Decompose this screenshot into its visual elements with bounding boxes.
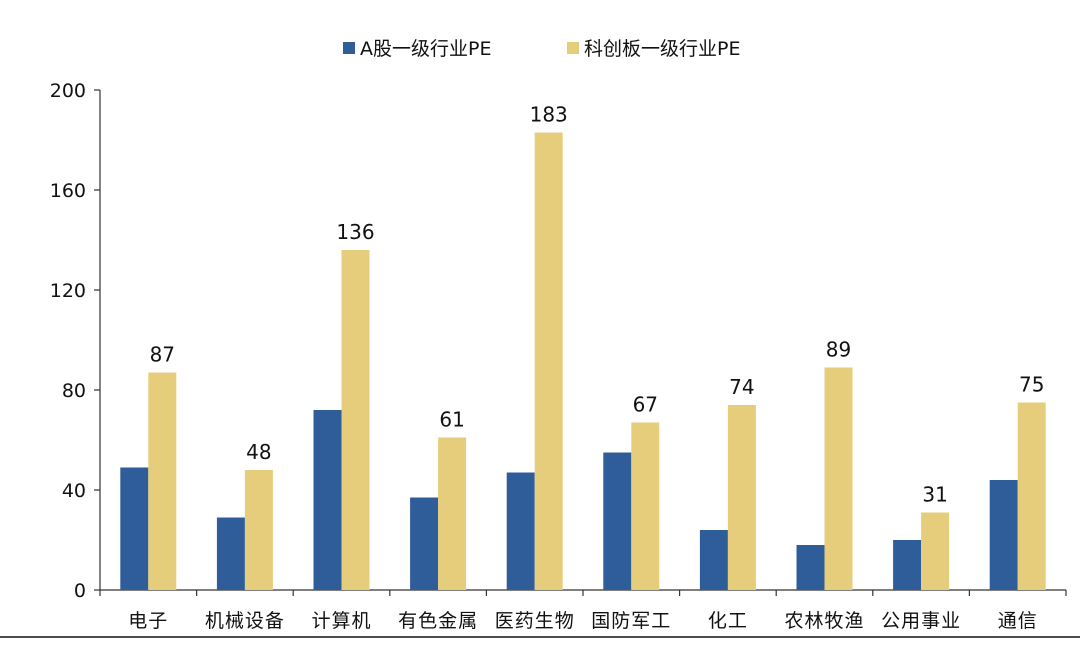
x-tick-label: 农林牧渔 — [784, 610, 864, 632]
x-tick-label: 有色金属 — [398, 610, 478, 632]
legend: A股一级行业PE 科创板一级行业PE — [343, 38, 740, 60]
data-label: 61 — [439, 408, 464, 432]
bar-star-market-6 — [727, 405, 756, 590]
legend-swatch — [567, 42, 579, 54]
x-tick-label: 国防军工 — [591, 610, 671, 632]
y-tick-label: 160 — [50, 180, 86, 202]
y-axis: 0 40 80 120 160 200 — [50, 80, 101, 602]
legend-label: 科创板一级行业PE — [584, 38, 740, 60]
bar-star-market-5 — [631, 422, 660, 590]
bar-a-share-4 — [506, 472, 535, 590]
x-tick-label: 医药生物 — [495, 610, 575, 632]
bar-a-share-7 — [796, 545, 825, 590]
data-label: 89 — [826, 338, 851, 362]
bar-star-market-1 — [244, 470, 273, 590]
legend-swatch — [343, 42, 355, 54]
y-tick-label: 200 — [50, 80, 86, 102]
x-tick-label: 公用事业 — [881, 610, 961, 632]
data-label: 87 — [150, 343, 175, 367]
y-tick-label: 80 — [62, 380, 86, 402]
x-tick-label: 计算机 — [311, 610, 371, 632]
data-label: 67 — [633, 393, 658, 417]
data-label: 31 — [922, 483, 947, 507]
data-label: 136 — [336, 220, 374, 244]
y-tick-label: 40 — [62, 480, 86, 502]
data-label: 183 — [530, 103, 568, 127]
bar-star-market-0 — [148, 372, 177, 590]
x-tick-label: 通信 — [998, 610, 1038, 632]
data-label: 75 — [1019, 373, 1044, 397]
bar-a-share-1 — [216, 517, 245, 590]
bar-star-market-3 — [438, 437, 467, 590]
bar-star-market-8 — [921, 512, 950, 590]
bar-a-share-3 — [410, 497, 439, 590]
bar-a-share-8 — [893, 540, 922, 590]
bar-star-market-4 — [534, 132, 563, 590]
bars — [120, 132, 1046, 590]
bar-a-share-5 — [603, 452, 632, 590]
y-tick-label: 120 — [50, 280, 86, 302]
data-labels: 87 48 136 61 183 67 74 89 31 75 — [150, 103, 1045, 507]
bar-a-share-0 — [120, 467, 149, 590]
bar-a-share-9 — [989, 480, 1018, 590]
legend-label: A股一级行业PE — [360, 38, 491, 60]
bar-star-market-7 — [824, 367, 853, 590]
data-label: 48 — [246, 440, 271, 464]
data-label: 74 — [729, 375, 754, 399]
x-tick-label: 电子 — [128, 610, 168, 632]
x-tick-label: 化工 — [708, 610, 748, 632]
y-tick-label: 0 — [74, 580, 86, 602]
bar-a-share-6 — [699, 530, 728, 590]
bar-star-market-2 — [341, 250, 370, 590]
bar-a-share-2 — [313, 410, 342, 590]
x-axis: 电子 机械设备 计算机 有色金属 医药生物 国防军工 化工 农林牧渔 公用事业 通信 — [99, 589, 1067, 632]
bar-star-market-9 — [1017, 402, 1046, 590]
x-tick-label: 机械设备 — [205, 610, 285, 632]
